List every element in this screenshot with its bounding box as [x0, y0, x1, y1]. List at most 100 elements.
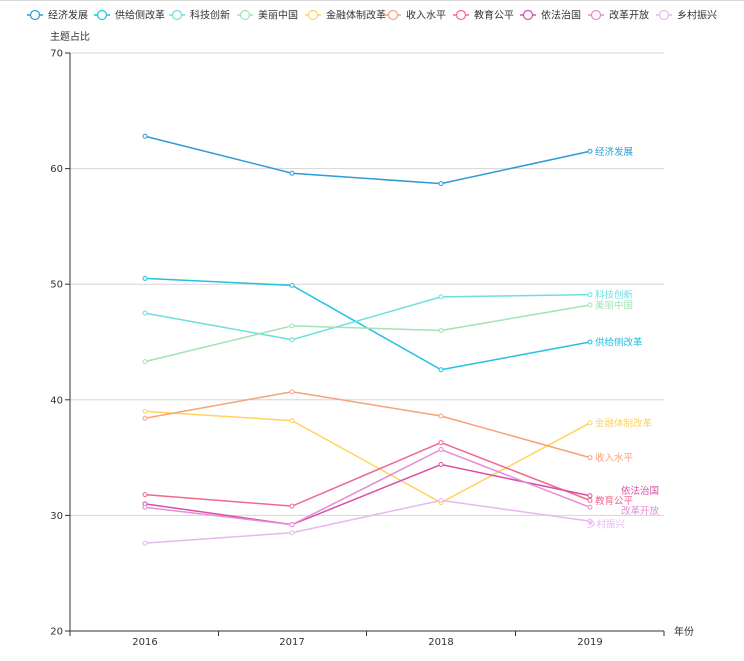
- legend-item: 经济发展: [27, 9, 88, 22]
- series-line: [144, 448, 591, 526]
- data-point: [587, 455, 593, 461]
- legend-marker-icon: [307, 9, 319, 21]
- data-point: [438, 413, 444, 419]
- legend-item: 金融体制改革: [305, 9, 386, 22]
- legend-label: 收入水平: [406, 9, 446, 22]
- legend-item: 依法治国: [520, 9, 581, 22]
- legend-label: 教育公平: [474, 9, 514, 22]
- series-end-label: 科技创新: [595, 289, 634, 301]
- legend-marker-icon: [96, 9, 108, 21]
- legend-marker-icon: [171, 9, 183, 21]
- legend-label: 经济发展: [48, 9, 88, 22]
- data-point: [289, 337, 295, 343]
- series-end-label: 经济发展: [595, 146, 634, 158]
- data-point: [587, 292, 593, 298]
- legend-label: 乡村振兴: [677, 9, 717, 22]
- data-point: [289, 522, 295, 528]
- data-point: [438, 462, 444, 468]
- legend-marker-icon: [29, 9, 41, 21]
- data-point: [142, 415, 148, 421]
- data-point: [438, 440, 444, 446]
- data-point: [438, 497, 444, 503]
- data-point: [587, 504, 593, 510]
- x-tick-label: 2016: [132, 637, 157, 648]
- legend-label: 依法治国: [541, 9, 581, 22]
- data-point: [587, 148, 593, 154]
- legend-label: 科技创新: [190, 9, 230, 22]
- top-border: [0, 0, 744, 1]
- x-tick-label: 2019: [577, 637, 602, 648]
- series-end-label: 美丽中国: [595, 300, 633, 312]
- data-point: [289, 170, 295, 176]
- series-end-label: 改革开放: [621, 505, 660, 517]
- y-tick-label: 60: [50, 164, 63, 175]
- series-end-label: 收入水平: [595, 452, 634, 464]
- data-point: [142, 275, 148, 281]
- x-tick-label: 2018: [428, 637, 453, 648]
- legend: 经济发展 供给侧改革 科技创新 美丽中国 金融体制改革 收入水平 教育公平 依法治国 改革开放 乡…: [27, 9, 717, 22]
- series-end-label: 金融体制改革: [595, 417, 653, 429]
- data-point: [289, 282, 295, 288]
- legend-label: 改革开放: [609, 9, 649, 22]
- data-point: [587, 420, 593, 426]
- x-tick-label: 2017: [279, 637, 304, 648]
- data-point: [142, 310, 148, 316]
- legend-item: 改革开放: [588, 9, 649, 22]
- legend-marker-icon: [658, 9, 670, 21]
- data-point: [142, 492, 148, 498]
- series-line: [144, 304, 591, 363]
- data-point: [142, 504, 148, 510]
- series-line: [144, 410, 591, 504]
- data-point: [438, 294, 444, 300]
- data-point: [587, 497, 593, 503]
- x-axis-title: 年份: [674, 625, 694, 638]
- data-point: [438, 367, 444, 373]
- series-end-label: 乡村振兴: [587, 519, 625, 531]
- legend-item: 供给侧改革: [94, 9, 165, 22]
- data-point: [289, 323, 295, 329]
- data-point: [587, 493, 593, 499]
- data-point: [289, 389, 295, 395]
- y-tick-label: 30: [50, 511, 63, 522]
- legend-marker-icon: [239, 9, 251, 21]
- legend-label: 金融体制改革: [326, 9, 386, 22]
- series-line: [144, 463, 591, 526]
- y-tick-label: 40: [50, 395, 63, 406]
- y-tick-label: 20: [50, 627, 63, 638]
- data-point: [289, 418, 295, 424]
- data-point: [438, 327, 444, 333]
- series-line: [144, 293, 591, 341]
- data-point: [438, 447, 444, 453]
- series-group: [142, 133, 593, 546]
- legend-item: 收入水平: [385, 9, 446, 22]
- data-point: [142, 408, 148, 414]
- data-point: [289, 503, 295, 509]
- data-point: [587, 518, 593, 524]
- data-point: [142, 133, 148, 139]
- series-line: [144, 390, 591, 459]
- series-line: [144, 441, 591, 507]
- series-line: [144, 499, 591, 544]
- legend-label: 美丽中国: [258, 9, 298, 22]
- legend-item: 教育公平: [453, 9, 514, 22]
- legend-marker-icon: [455, 9, 467, 21]
- y-tick-label: 50: [50, 280, 63, 291]
- series-line: [144, 135, 591, 185]
- y-tick-label: 70: [50, 49, 63, 60]
- legend-label: 供给侧改革: [115, 9, 165, 22]
- legend-item: 美丽中国: [237, 9, 298, 22]
- legend-marker-icon: [387, 9, 399, 21]
- data-point: [289, 530, 295, 536]
- data-point: [587, 339, 593, 345]
- legend-item: 乡村振兴: [656, 9, 717, 22]
- data-point: [142, 540, 148, 546]
- legend-item: 科技创新: [169, 9, 230, 22]
- series-end-label: 供给侧改革: [595, 337, 643, 349]
- series-line: [144, 277, 591, 371]
- series-end-label: 教育公平: [595, 495, 634, 507]
- data-point: [142, 359, 148, 365]
- y-axis-title: 主题占比: [50, 30, 90, 43]
